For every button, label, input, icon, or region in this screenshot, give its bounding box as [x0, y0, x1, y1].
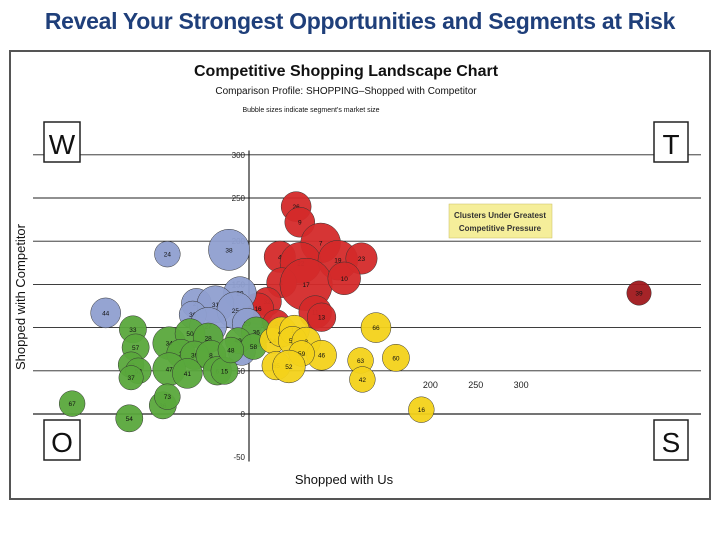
bubble-darkred — [626, 280, 652, 306]
bubble-label: 66 — [372, 325, 380, 332]
bubble-label: 54 — [126, 416, 134, 423]
bubble-label: 57 — [132, 345, 140, 352]
bubble-label: 4 — [278, 254, 282, 261]
callout-box — [448, 203, 553, 239]
quadrant-box-w — [43, 121, 81, 163]
quadrant-label-w: W — [49, 129, 76, 160]
bubble-green — [154, 383, 181, 410]
bubble-green — [217, 336, 245, 364]
bubble-blue — [154, 241, 181, 268]
chart: Competitive Shopping Landscape Chart Com… — [13, 63, 701, 487]
bubble-label: 37 — [127, 375, 135, 382]
bubble-label: 10 — [341, 276, 349, 283]
bubble-label: 28 — [205, 335, 213, 342]
bubble-label: 67 — [69, 401, 77, 408]
y-axis-label: Shopped with Competitor — [13, 223, 28, 370]
callout-line-2: Competitive Pressure — [459, 224, 542, 233]
bubble-label: 31 — [212, 302, 220, 309]
bubble-label: 13 — [318, 315, 326, 322]
y-tick-label: 50 — [236, 367, 245, 376]
bubble-green — [172, 358, 203, 389]
y-tick-label: -50 — [233, 453, 245, 462]
chart-title: Competitive Shopping Landscape Chart — [194, 63, 499, 80]
x-axis-label: Shopped with Us — [295, 472, 394, 487]
bubble-label: 73 — [164, 394, 172, 401]
callout-line-1: Clusters Under Greatest — [454, 211, 546, 220]
bubble-label: 50 — [186, 331, 194, 338]
bubble-label: 8 — [209, 353, 213, 360]
y-tick-label: 300 — [232, 151, 246, 160]
bubble-label: 39 — [635, 291, 643, 298]
bubble-label: 44 — [102, 310, 110, 317]
bubble-blue — [90, 297, 121, 329]
quadrant-box-o — [43, 419, 81, 461]
chart-subtitle: Comparison Profile: SHOPPING–Shopped wit… — [215, 86, 477, 97]
bubble-label: 34 — [166, 341, 174, 348]
x-tick-label: 300 — [514, 380, 529, 390]
x-tick-label: 250 — [468, 380, 483, 390]
bubble-label: 58 — [250, 344, 258, 351]
bubble-label: 38 — [225, 247, 233, 254]
bubble-label: 33 — [129, 327, 137, 334]
bubble-red — [307, 302, 337, 332]
bubble-label: 15 — [221, 368, 229, 375]
bubble-yellow — [382, 343, 410, 372]
y-tick-label: 0 — [241, 410, 246, 419]
y-tick-label: 250 — [232, 194, 246, 203]
bubble-label: 7 — [319, 240, 323, 247]
bubble-label: 25 — [232, 308, 240, 315]
quadrant-box-t — [653, 121, 689, 163]
page-heading: Reveal Your Strongest Opportunities and … — [44, 8, 676, 34]
bubble-label: 9 — [298, 220, 302, 227]
bubble-label: 59 — [298, 351, 306, 358]
bubble-label: 39 — [191, 353, 199, 360]
bubble-blue — [208, 228, 250, 271]
bubble-label: 42 — [359, 377, 367, 384]
bubble-yellow — [408, 396, 435, 423]
bubble-label: 17 — [303, 282, 311, 289]
bubble-green — [118, 365, 144, 391]
bubble-label: 16 — [418, 407, 426, 414]
bubble-label: 47 — [166, 367, 174, 374]
bubble-green — [115, 404, 144, 433]
bubble-label: 24 — [164, 252, 172, 259]
quadrant-box-s — [653, 419, 689, 461]
x-tick-label: 200 — [423, 380, 438, 390]
quadrant-label-o: O — [51, 427, 73, 458]
bubble-label: 52 — [285, 364, 293, 371]
bubble-label: 48 — [227, 348, 235, 355]
bubble-green — [58, 390, 86, 417]
bubble-label: 41 — [184, 371, 192, 378]
chart-frame: Competitive Shopping Landscape Chart Com… — [9, 50, 711, 500]
quadrant-label-s: S — [662, 427, 681, 458]
bubble-label: 36 — [253, 329, 261, 336]
bubble-label: 63 — [357, 358, 365, 365]
bubble-label: 19 — [334, 258, 342, 265]
bubble-label: 16 — [254, 306, 262, 313]
chart-note: Bubble sizes indicate segment's market s… — [242, 107, 379, 114]
bubble-yellow — [272, 349, 306, 384]
quadrant-label-t: T — [662, 129, 679, 160]
bubble-red — [327, 261, 361, 296]
bubble-label: 60 — [392, 355, 400, 362]
bubble-yellow — [360, 312, 392, 343]
bubble-label: 46 — [318, 353, 326, 360]
bubble-yellow — [349, 366, 376, 393]
bubble-label: 23 — [358, 256, 366, 263]
